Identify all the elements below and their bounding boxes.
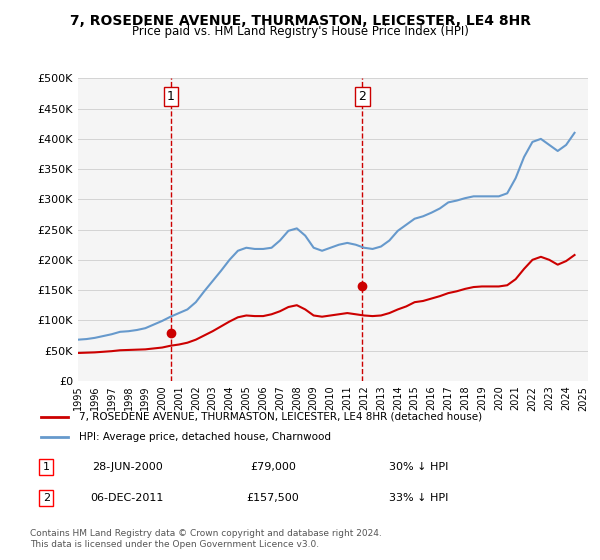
Text: 1: 1	[43, 462, 50, 472]
Text: 06-DEC-2011: 06-DEC-2011	[91, 493, 164, 503]
Text: 2: 2	[359, 90, 367, 103]
Text: 33% ↓ HPI: 33% ↓ HPI	[389, 493, 448, 503]
Text: Price paid vs. HM Land Registry's House Price Index (HPI): Price paid vs. HM Land Registry's House …	[131, 25, 469, 38]
Text: HPI: Average price, detached house, Charnwood: HPI: Average price, detached house, Char…	[79, 432, 331, 442]
Text: 2: 2	[43, 493, 50, 503]
Text: Contains HM Land Registry data © Crown copyright and database right 2024.
This d: Contains HM Land Registry data © Crown c…	[30, 529, 382, 549]
Text: 7, ROSEDENE AVENUE, THURMASTON, LEICESTER, LE4 8HR: 7, ROSEDENE AVENUE, THURMASTON, LEICESTE…	[70, 14, 530, 28]
Text: 28-JUN-2000: 28-JUN-2000	[92, 462, 163, 472]
Text: £79,000: £79,000	[250, 462, 296, 472]
Text: 1: 1	[167, 90, 175, 103]
Text: 30% ↓ HPI: 30% ↓ HPI	[389, 462, 448, 472]
Text: 7, ROSEDENE AVENUE, THURMASTON, LEICESTER, LE4 8HR (detached house): 7, ROSEDENE AVENUE, THURMASTON, LEICESTE…	[79, 412, 482, 422]
Text: £157,500: £157,500	[247, 493, 299, 503]
